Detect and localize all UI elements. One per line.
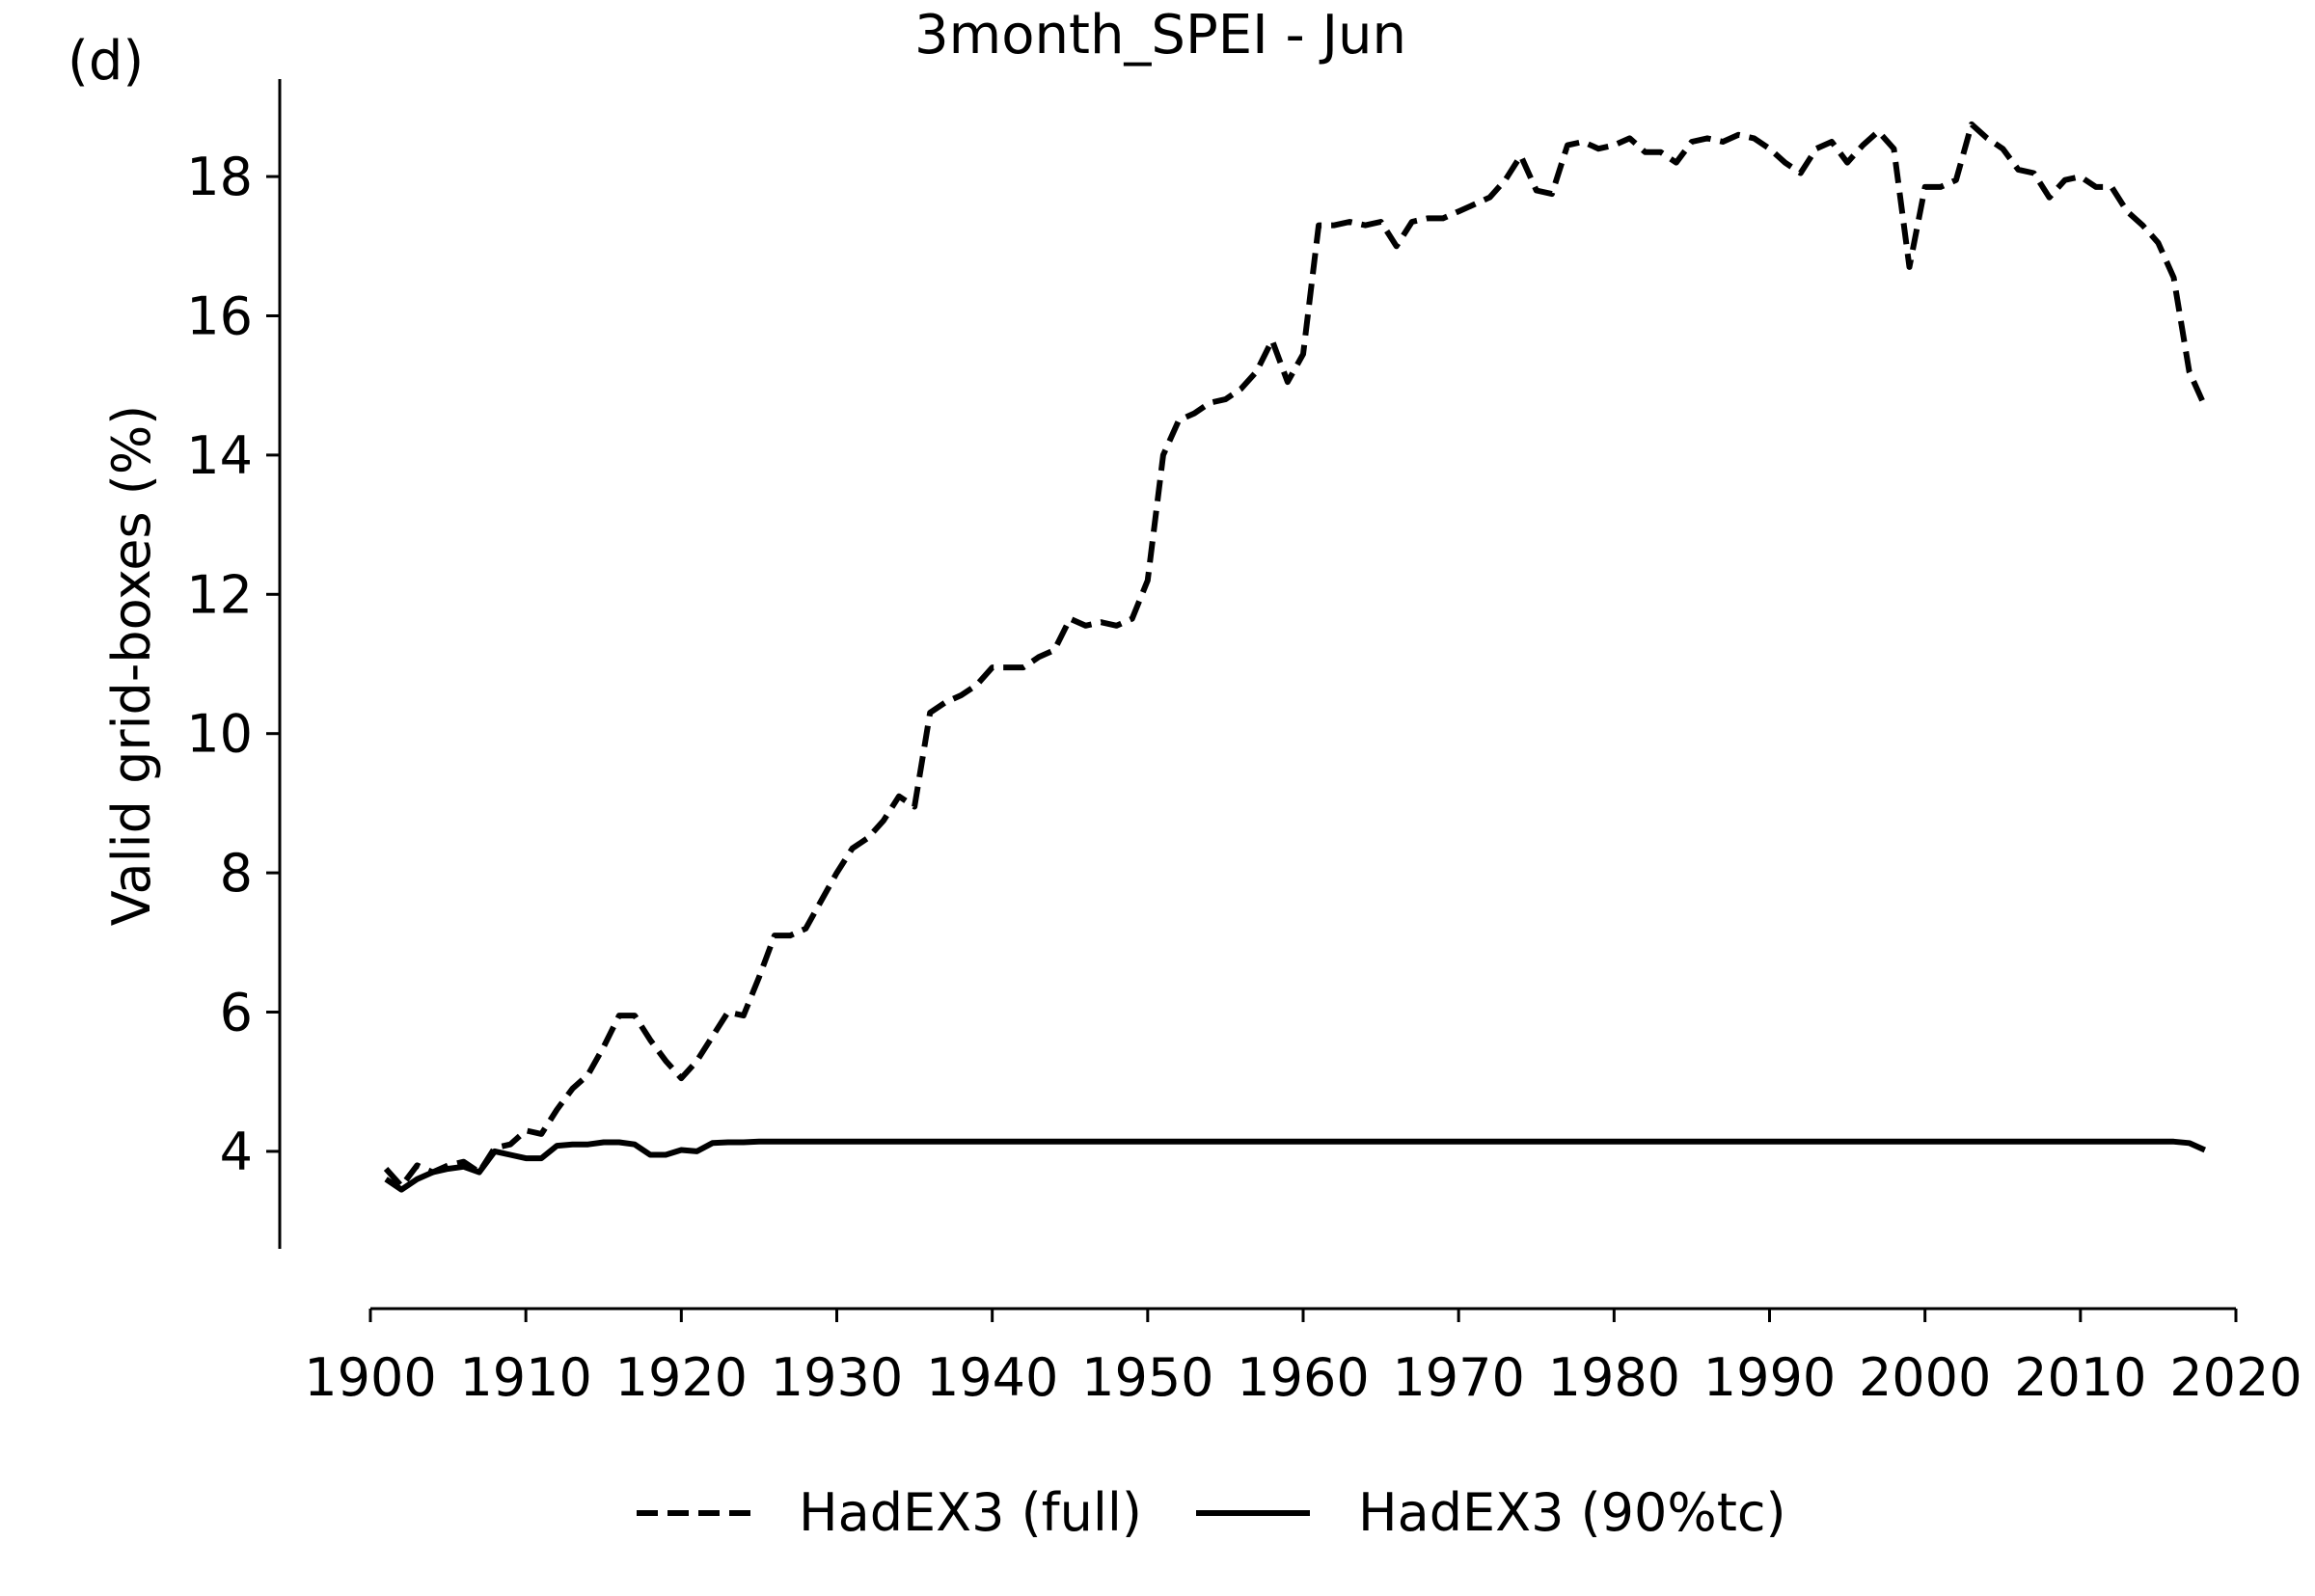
x-tick-label: 2010 xyxy=(2014,1347,2146,1408)
legend-label: HadEX3 (full) xyxy=(799,1482,1142,1543)
series-line-tc90 xyxy=(384,1138,2207,1193)
legend: HadEX3 (full) HadEX3 (90%tc) xyxy=(637,1482,1786,1543)
y-tick-label: 18 xyxy=(186,147,253,207)
x-tick-label: 1930 xyxy=(771,1347,903,1408)
y-tick-label: 12 xyxy=(186,564,253,625)
x-tick-label: 1960 xyxy=(1237,1347,1369,1408)
chart-title: 3month_SPEI - Jun xyxy=(914,4,1406,67)
series-line-full xyxy=(383,121,2208,1189)
x-tick-label: 2020 xyxy=(2169,1347,2301,1408)
x-tick-label: 1900 xyxy=(304,1347,436,1408)
x-tick-label: 1940 xyxy=(926,1347,1058,1408)
x-axis: 1900 1910 1920 1930 1940 1950 1960 1970 1980 1990… xyxy=(304,1307,2302,1408)
y-axis-title: Valid grid-boxes (%) xyxy=(101,405,162,926)
y-tick-label: 8 xyxy=(220,843,253,904)
y-tick-label: 6 xyxy=(220,983,253,1043)
x-tick-label: 1910 xyxy=(459,1347,591,1408)
y-tick-label: 16 xyxy=(186,285,253,346)
x-tick-label: 1950 xyxy=(1081,1347,1213,1408)
x-tick-label: 2000 xyxy=(1859,1347,1991,1408)
plot-series xyxy=(383,121,2208,1193)
x-tick-label: 1970 xyxy=(1392,1347,1524,1408)
y-axis: 4 6 8 10 12 14 16 18 xyxy=(186,79,282,1249)
x-tick-label: 1920 xyxy=(615,1347,748,1408)
x-tick-label: 1990 xyxy=(1703,1347,1836,1408)
y-tick-label: 4 xyxy=(220,1122,253,1182)
legend-label: HadEX3 (90%tc) xyxy=(1358,1482,1786,1543)
y-tick-label: 14 xyxy=(186,425,253,486)
panel-label: (d) xyxy=(68,30,144,93)
y-tick-label: 10 xyxy=(186,704,253,765)
x-tick-label: 1980 xyxy=(1548,1347,1680,1408)
